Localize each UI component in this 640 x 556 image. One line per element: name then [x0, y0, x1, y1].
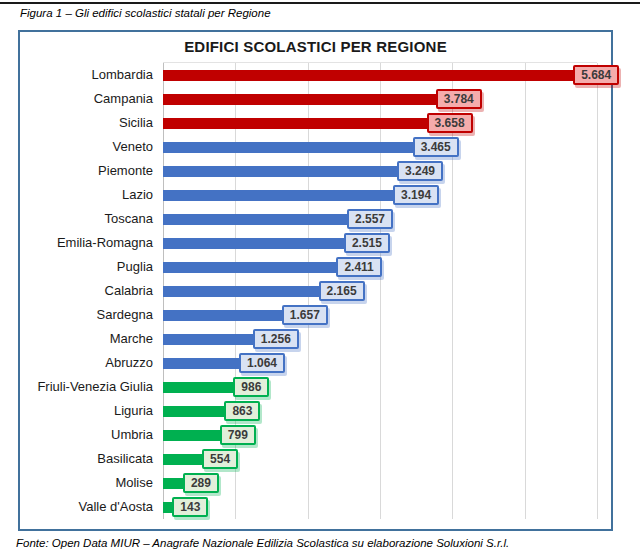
value-label-lazio: 3.194 — [393, 185, 439, 205]
bar-emilia-romagna — [163, 238, 345, 249]
chart-row-sicilia: 3.658 — [163, 111, 597, 135]
category-label-puglia: Puglia — [20, 254, 153, 278]
category-label-calabria: Calabria — [20, 278, 153, 302]
chart-row-valle-d-aosta: 143 — [163, 495, 597, 519]
category-label-toscana: Toscana — [20, 206, 153, 230]
value-label-lombardia: 5.684 — [573, 65, 619, 85]
value-label-liguria: 863 — [224, 401, 260, 421]
chart-container: EDIFICI SCOLASTICI PER REGIONE Lombardia… — [18, 30, 613, 531]
value-label-sicilia: 3.658 — [427, 113, 473, 133]
bar-abruzzo — [163, 358, 240, 369]
bar-lazio — [163, 190, 394, 201]
chart-row-lazio: 3.194 — [163, 183, 597, 207]
value-label-toscana: 2.557 — [347, 209, 393, 229]
category-label-lombardia: Lombardia — [20, 62, 153, 86]
bar-lombardia — [163, 70, 574, 81]
category-label-basilicata: Basilicata — [20, 446, 153, 470]
chart-row-umbria: 799 — [163, 423, 597, 447]
value-label-campania: 3.784 — [436, 89, 482, 109]
chart-row-lombardia: 5.684 — [163, 63, 597, 87]
chart-row-abruzzo: 1.064 — [163, 351, 597, 375]
bar-toscana — [163, 214, 348, 225]
category-label-lazio: Lazio — [20, 182, 153, 206]
bar-molise — [163, 478, 184, 489]
bar-sardegna — [163, 310, 283, 321]
value-label-piemonte: 3.249 — [397, 161, 443, 181]
category-label-veneto: Veneto — [20, 134, 153, 158]
category-label-campania: Campania — [20, 86, 153, 110]
category-label-friuli-venezia-giulia: Friuli-Venezia Giulia — [20, 374, 153, 398]
bar-liguria — [163, 406, 225, 417]
category-label-piemonte: Piemonte — [20, 158, 153, 182]
category-label-liguria: Liguria — [20, 398, 153, 422]
source-caption: Fonte: Open Data MIUR – Anagrafe Naziona… — [16, 537, 636, 549]
chart-row-molise: 289 — [163, 471, 597, 495]
chart-row-piemonte: 3.249 — [163, 159, 597, 183]
bar-puglia — [163, 262, 337, 273]
bar-friuli-venezia-giulia — [163, 382, 234, 393]
bar-umbria — [163, 430, 221, 441]
bar-marche — [163, 334, 254, 345]
value-label-molise: 289 — [183, 473, 219, 493]
chart-row-sardegna: 1.657 — [163, 303, 597, 327]
top-horizontal-rule — [0, 2, 640, 4]
value-label-calabria: 2.165 — [319, 281, 365, 301]
chart-row-campania: 3.784 — [163, 87, 597, 111]
bar-piemonte — [163, 166, 398, 177]
chart-title: EDIFICI SCOLASTICI PER REGIONE — [20, 38, 611, 55]
plot-rows: 5.6843.784 3.658 3.465 3.249 3.1942.557 2.515… — [163, 63, 597, 519]
category-label-valle-d-aosta: Valle d'Aosta — [20, 494, 153, 518]
plot-area: 5.6843.784 3.658 3.465 3.249 3.1942.557 2.515… — [163, 62, 597, 519]
category-label-molise: Molise — [20, 470, 153, 494]
chart-row-calabria: 2.165 — [163, 279, 597, 303]
chart-row-marche: 1.256 — [163, 327, 597, 351]
figure-caption: Figura 1 – Gli edifici scolastici statal… — [20, 7, 620, 19]
value-label-friuli-venezia-giulia: 986 — [233, 377, 269, 397]
value-label-marche: 1.256 — [253, 329, 299, 349]
chart-row-liguria: 863 — [163, 399, 597, 423]
chart-row-toscana: 2.557 — [163, 207, 597, 231]
value-label-emilia-romagna: 2.515 — [344, 233, 390, 253]
chart-row-veneto: 3.465 — [163, 135, 597, 159]
category-labels: LombardiaCampaniaSiciliaVenetoPiemonteLa… — [20, 62, 153, 518]
value-label-valle-d-aosta: 143 — [172, 497, 208, 517]
value-label-umbria: 799 — [220, 425, 256, 445]
category-label-marche: Marche — [20, 326, 153, 350]
value-label-veneto: 3.465 — [413, 137, 459, 157]
category-label-umbria: Umbria — [20, 422, 153, 446]
value-label-puglia: 2.411 — [336, 257, 381, 277]
bar-sicilia — [163, 118, 428, 129]
bar-calabria — [163, 286, 320, 297]
bar-veneto — [163, 142, 414, 153]
category-label-sardegna: Sardegna — [20, 302, 153, 326]
bar-basilicata — [163, 454, 203, 465]
category-label-sicilia: Sicilia — [20, 110, 153, 134]
chart-row-emilia-romagna: 2.515 — [163, 231, 597, 255]
category-label-emilia-romagna: Emilia-Romagna — [20, 230, 153, 254]
chart-row-puglia: 2.411 — [163, 255, 597, 279]
category-label-abruzzo: Abruzzo — [20, 350, 153, 374]
gridline-6000 — [597, 63, 598, 519]
value-label-basilicata: 554 — [202, 449, 238, 469]
chart-row-basilicata: 554 — [163, 447, 597, 471]
bar-campania — [163, 94, 437, 105]
chart-row-friuli-venezia-giulia: 986 — [163, 375, 597, 399]
value-label-sardegna: 1.657 — [282, 305, 328, 325]
value-label-abruzzo: 1.064 — [239, 353, 285, 373]
